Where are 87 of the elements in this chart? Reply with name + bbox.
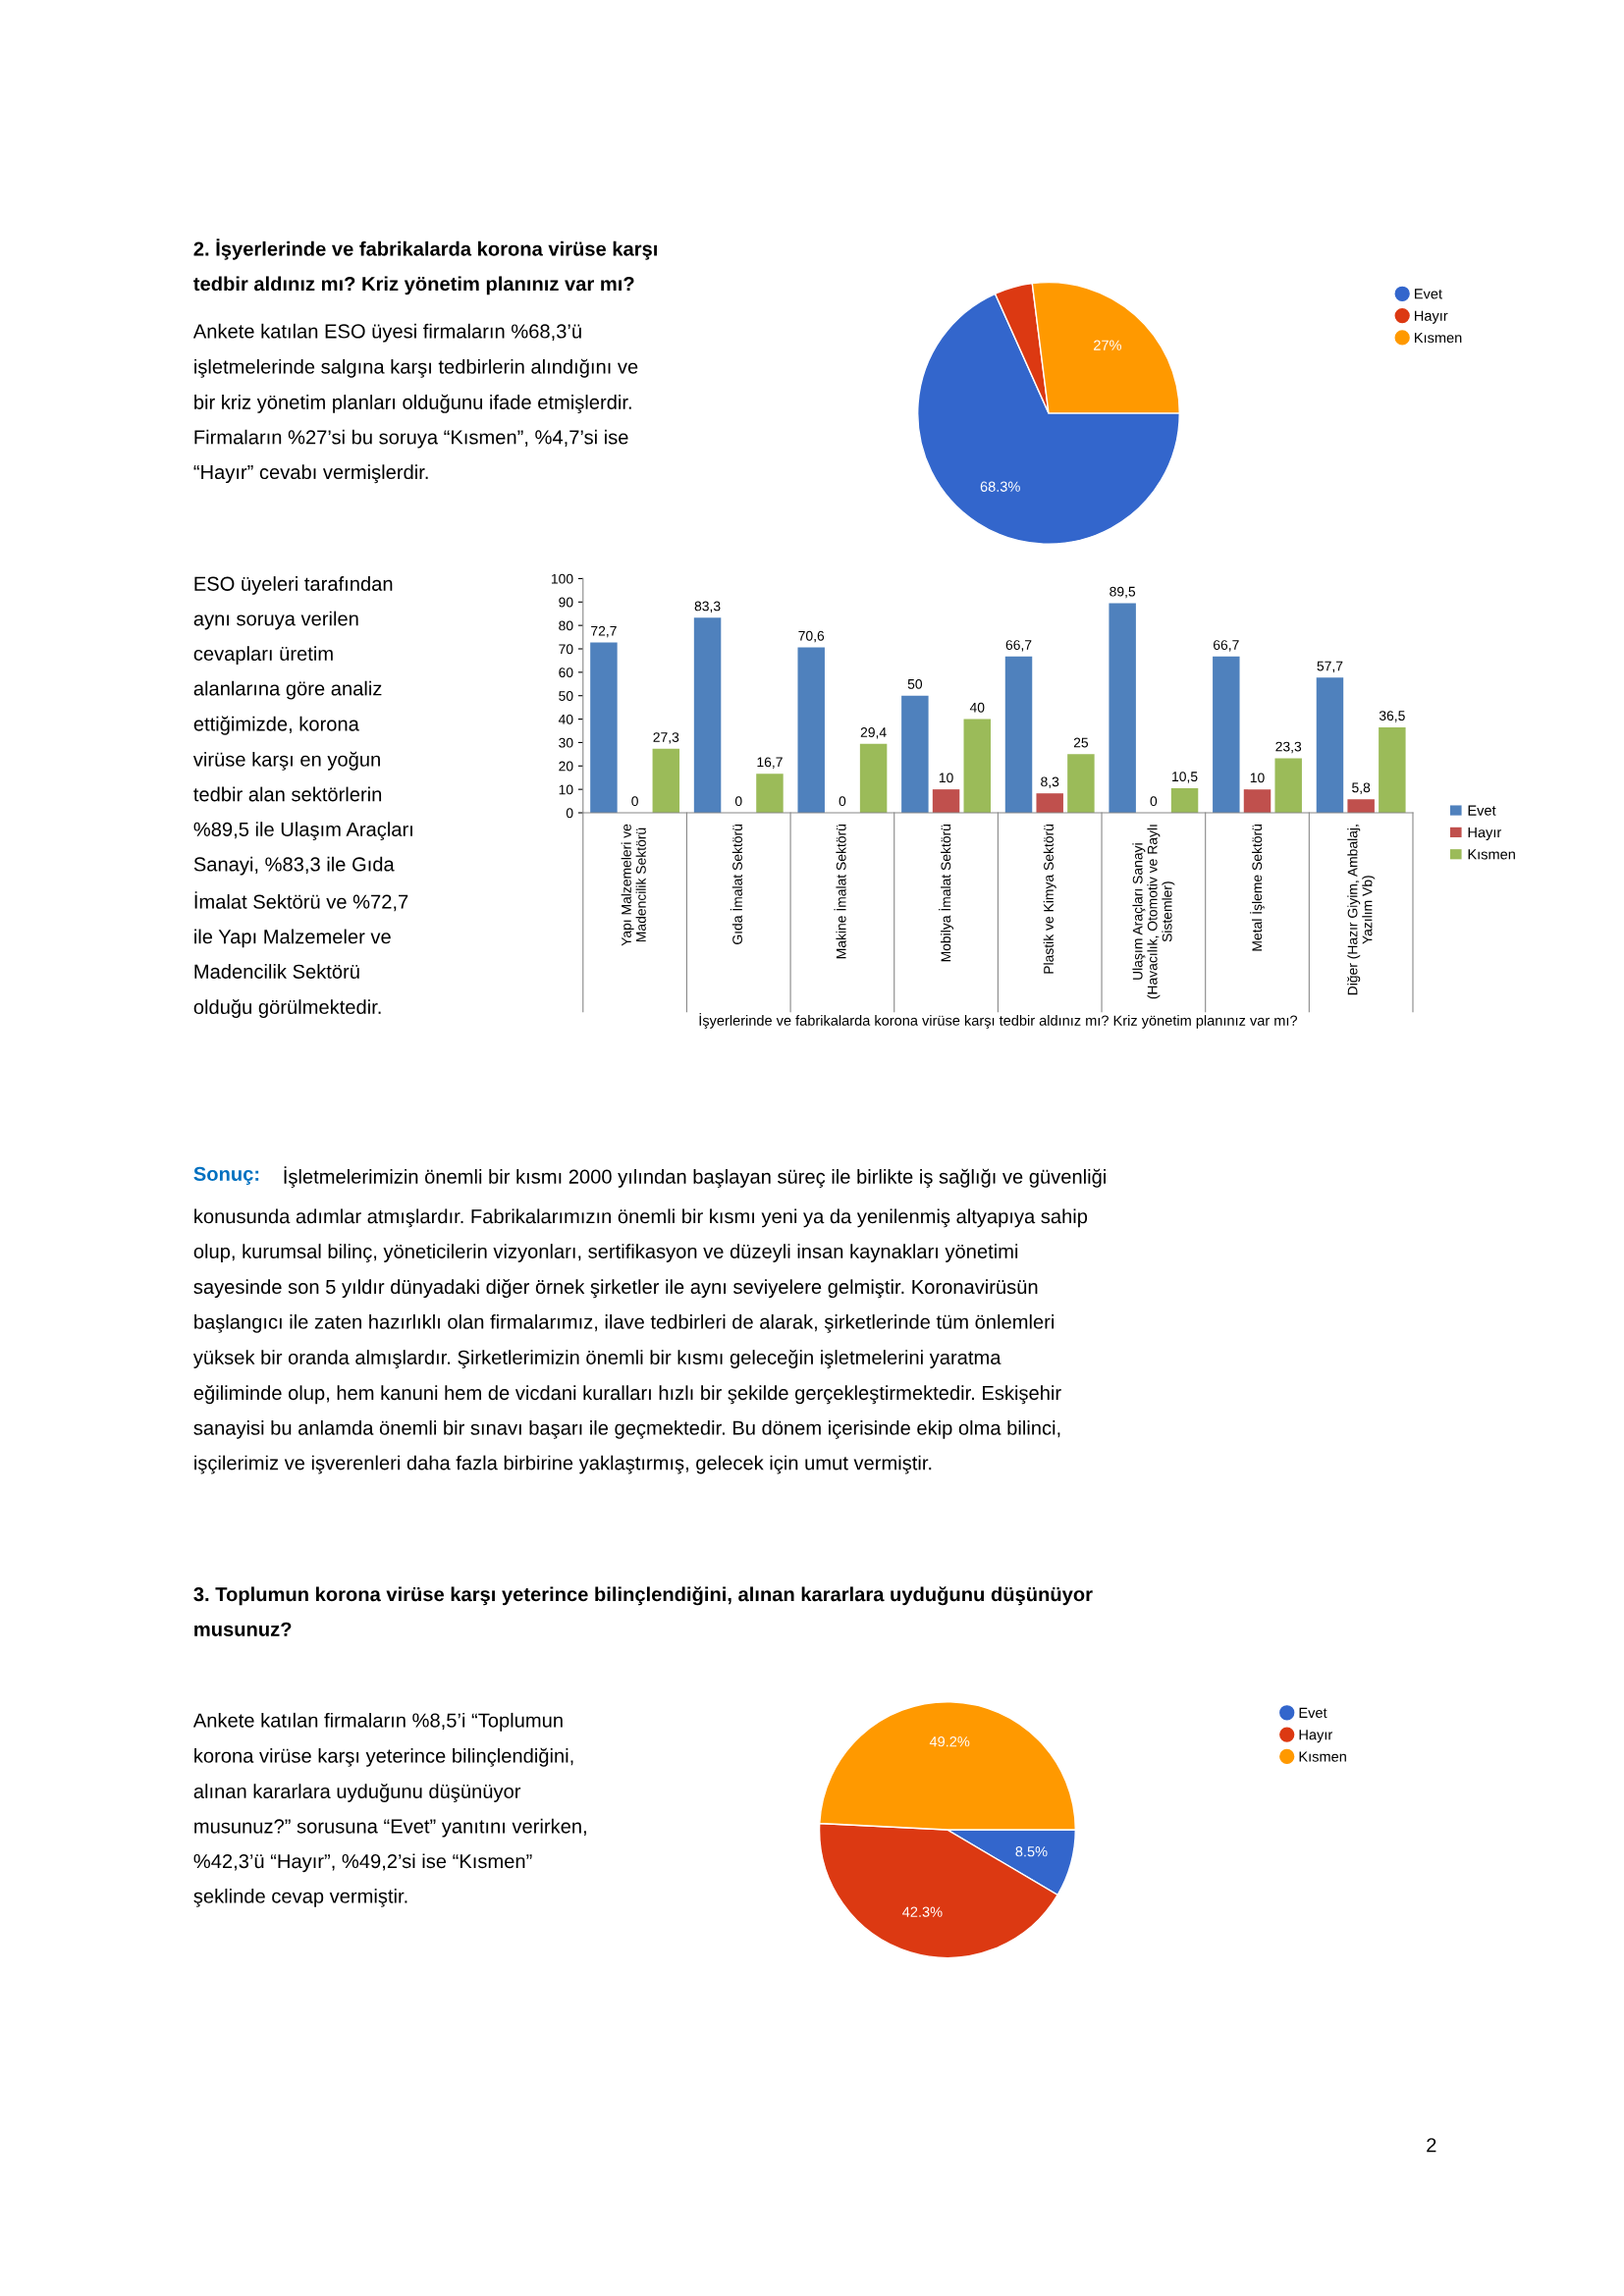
bar [1004, 656, 1033, 814]
data-label: 8,3 [1041, 776, 1059, 788]
bar [932, 789, 960, 814]
legend-label: Hayır [1415, 310, 1448, 324]
data-label: 57,7 [1317, 661, 1343, 673]
data-label: 83,3 [694, 601, 721, 613]
data-label: 23,3 [1275, 741, 1302, 754]
text: 2 [1427, 2138, 1436, 2153]
y-tick-label: 80 [559, 620, 573, 631]
bar [859, 743, 888, 814]
text: 2. İşyerlerinde ve fabrikalarda korona virüse karşı tedbir aldınız mı? Kriz yönetim planınız var mı? [193, 239, 657, 295]
data-label: 50 [907, 678, 923, 689]
legend-label: Hayır [1299, 1730, 1332, 1743]
data-label: 10 [939, 773, 953, 783]
legend-label: Kısmen [1468, 849, 1515, 860]
data-label: 42.3% [902, 1906, 943, 1917]
bar [590, 642, 618, 814]
bar [963, 719, 991, 814]
bar [1170, 787, 1199, 814]
data-label: 70,6 [798, 630, 825, 643]
bar [901, 695, 929, 814]
text: konusunda adımlar atmışlardır. Fabrikalarımızın önemli bir kısmı yeni ya da yenilenmiş altyapıya sahip olup, kurumsal bilinç, yöneticilerin vizyonları, sertifikasyon ve düzeyli insan kaynakları yönetimi sayesinde son 5 yıldır dünyadaki diğer örnek şirketler ile aynı seviyelere gelmiştir. Koronavirüsün başlangıcı ile zaten hazırlıklı olan firmalarımız, ilave tedbirleri de alarak, şirketlerinde tüm önlemleri yüksek bir oranda almışlardır. Şirketlerimizin önemli bir kısmı geleceğin işletmelerini yaratma eğiliminde olup, hem kanuni hem de vicdani kuralları hızlı bir şekilde gerçekleştirmektedir. Eskişehir sanayisi bu anlamda önemli bir sınavı başarı ile geçmektedir. Bu dönem içerisinde ekip olma bilinci, işçilerimiz ve işverenleri daha fazla birbirine yaklaştırmış, gelecek için umut vermiştir. [192, 1208, 1088, 1474]
x-tick-label: Plastik ve Kimya Sektörü [1043, 825, 1056, 974]
y-tick-label: 10 [559, 784, 573, 795]
bar [1316, 677, 1344, 814]
bar [652, 748, 680, 814]
data-label: 72,7 [591, 625, 617, 638]
legend-label: Kısmen [1299, 1751, 1346, 1762]
bar [1243, 789, 1272, 814]
y-tick-label: 50 [559, 691, 573, 701]
data-label: 10 [1250, 773, 1265, 783]
bar [1067, 754, 1095, 814]
bar [797, 647, 825, 814]
data-label: 66,7 [1005, 640, 1032, 652]
data-label: 16,7 [757, 757, 783, 769]
y-tick-label: 30 [559, 737, 573, 748]
data-label: 89,5 [1110, 586, 1136, 599]
legend-label: Hayır [1468, 827, 1502, 841]
data-label: 49.2% [929, 1736, 970, 1747]
x-tick-label: Ulaşım Araçları Sanayi (Havacılık, Otomotiv ve Raylı Sistemler) [1132, 825, 1175, 999]
data-label: 36,5 [1379, 711, 1405, 722]
x-tick-label: Mobilya İmalat Sektörü [939, 825, 953, 962]
data-label: 8.5% [1015, 1846, 1048, 1857]
legend-label: Evet [1468, 805, 1496, 816]
bar [756, 774, 784, 814]
text: 3. Toplumun korona virüse karşı yeterince bilinçlendiğini, alınan kararlara uyduğunu düşünüyor musunuz? [193, 1586, 1093, 1636]
data-label: 10,5 [1172, 772, 1198, 783]
data-label: 0 [631, 796, 638, 807]
text: Ankete katılan ESO üyesi firmaların %68,3’ü işletmelerinde salgına karşı tedbirlerin alındığını ve bir kriz yönetim planları olduğunu ifade etmişlerdir. Firmaların %27’si bu soruya “Kısmen”, %4,7’si ise “Hayır” cevabı vermişlerdir. [192, 323, 638, 484]
bar [1274, 758, 1302, 814]
data-label: 5,8 [1352, 782, 1371, 794]
bar [1109, 603, 1136, 814]
data-label: 27,3 [653, 732, 679, 744]
text: ESO üyeleri tarafından aynı soruya verilen cevapları üretim alanlarına göre analiz ettiğimizde, korona virüse karşı en yoğun tedbir alan sektörlerin %89,5 ile Ulaşım Araçları Sanayi, %83,3 ile Gıda İmalat Sektörü ve %72,7 ile Yapı Malzemeler ve Madencilik Sektörü olduğu görülmektedir. [192, 576, 412, 1018]
x-axis-title: İşyerlerinde ve fabrikalarda korona virüse karşı tedbir aldınız mı? Kriz yönetim planınız var mı? [699, 1013, 1298, 1029]
legend-label: Evet [1299, 1707, 1327, 1719]
x-tick-label: Makine İmalat Sektörü [834, 825, 846, 959]
bar [1347, 799, 1375, 814]
text: Ankete katılan firmaların %8,5’i “Toplumun korona virüse karşı yeterince bilinçlendiğini, alınan kararlara uyduğunu düşünüyor musunuz?” sorusuna “Evet” yanıtını verirken, %42,3’ü “Hayır”, %49,2’si ise “Kısmen” şeklinde cevap vermiştir. [192, 1712, 586, 1907]
data-label: 29,4 [860, 727, 887, 739]
x-tick-label: Metal İşleme Sektörü [1250, 825, 1265, 951]
y-tick-label: 20 [559, 761, 573, 772]
text: İşletmelerimizin önemli bir kısmı 2000 yılından başlayan süreç ile birlikte iş sağlığı ve güvenliği [284, 1166, 1106, 1188]
bar [1213, 656, 1240, 814]
x-tick-label: Gıda İmalat Sektörü [730, 825, 742, 944]
data-label: 0 [839, 796, 846, 807]
data-label: 27% [1094, 340, 1121, 350]
x-tick-label: Diğer (Hazır Giyim, Ambalaj, Yazılım Vb) [1347, 825, 1376, 995]
text: Sonuç: [193, 1166, 259, 1185]
data-label: 68.3% [980, 481, 1020, 492]
data-label: 25 [1073, 737, 1089, 748]
y-tick-label: 100 [551, 573, 573, 584]
data-label: 0 [734, 796, 742, 807]
x-tick-label: Yapı Malzemeleri ve Madencilik Sektörü [621, 824, 646, 946]
legend-label: Kısmen [1415, 333, 1462, 344]
bar [1036, 793, 1063, 814]
data-label: 0 [1150, 796, 1158, 807]
bar [693, 617, 722, 814]
data-label: 66,7 [1214, 640, 1239, 652]
legend-label: Evet [1415, 289, 1442, 299]
y-tick-label: 0 [566, 808, 573, 819]
y-tick-label: 40 [558, 714, 573, 724]
bar [1379, 726, 1406, 814]
data-label: 40 [969, 702, 985, 713]
y-tick-label: 90 [559, 597, 573, 608]
y-tick-label: 70 [559, 644, 573, 655]
y-tick-label: 60 [559, 667, 573, 678]
